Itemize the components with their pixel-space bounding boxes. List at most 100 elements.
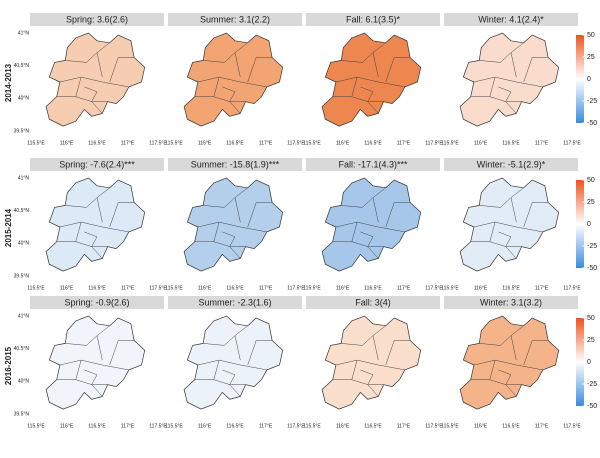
lon-label: 117°E (535, 423, 549, 429)
district-border (247, 340, 257, 366)
panel-title: Spring: 3.6(2.6) (66, 14, 128, 24)
district-border (523, 57, 533, 83)
lon-label: 117°E (535, 140, 549, 146)
panel-title: Winter: 3.1(3.2) (480, 297, 542, 307)
colorbar-tick-label: 0 (587, 359, 591, 366)
lon-label: 117.5°E (563, 285, 581, 291)
district-border (84, 86, 98, 102)
lon-label: 115.5°E (441, 140, 459, 146)
lat-label: 40.5°N (14, 208, 30, 214)
colorbar-tick-label: 0 (587, 221, 591, 228)
colorbar-tick-label: 50 (587, 177, 595, 184)
district-border (203, 42, 248, 63)
panel-title: Winter: 4.1(2.4)* (478, 14, 544, 24)
district-border (247, 202, 257, 228)
lon-label: 116.5°E (502, 140, 520, 146)
district-border (510, 197, 517, 223)
district-border (341, 42, 386, 63)
lon-label: 116.5°E (88, 140, 106, 146)
panel-title-bar (444, 13, 578, 26)
colorbar (576, 35, 584, 123)
colorbar-tick-label: 25 (587, 54, 595, 61)
lon-label: 116.5°E (88, 285, 106, 291)
lon-label: 117°E (259, 140, 273, 146)
region-map (459, 177, 560, 272)
colorbar-tick-label: 50 (587, 315, 595, 322)
district-border (341, 325, 386, 346)
district-border (197, 221, 267, 233)
lon-label: 117°E (397, 285, 411, 291)
colorbar-tick-label: -25 (587, 381, 597, 388)
lon-label: 117°E (121, 423, 135, 429)
lon-label: 116°E (60, 423, 74, 429)
lon-label: 115.5°E (165, 423, 183, 429)
panel-title: Spring: -0.9(2.6) (64, 297, 129, 307)
district-border (498, 86, 512, 102)
lon-label: 117.5°E (287, 423, 305, 429)
lon-label: 116.5°E (226, 285, 244, 291)
district-border (197, 76, 267, 88)
lon-label: 116°E (60, 140, 74, 146)
region-map (183, 32, 284, 127)
region-map (45, 315, 146, 410)
district-border (222, 369, 236, 385)
lat-label: 40°N (18, 241, 30, 247)
lon-label: 117.5°E (149, 140, 167, 146)
panel-title: Fall: -17.1(4.3)*** (338, 159, 408, 169)
district-border (498, 231, 512, 247)
panel-title: Summer: -2.3(1.6) (198, 297, 271, 307)
district-border (360, 231, 374, 247)
lat-label: 39.5°N (14, 273, 30, 279)
district-border (65, 42, 110, 63)
row-label: 2015-2014 (4, 208, 13, 247)
district-border (234, 52, 241, 78)
lon-label: 117°E (535, 285, 549, 291)
district-border (523, 340, 533, 366)
lon-label: 115.5°E (441, 285, 459, 291)
lon-label: 116°E (474, 140, 488, 146)
district-border (222, 86, 236, 102)
district-border (360, 369, 374, 385)
district-border (372, 197, 379, 223)
district-border (385, 57, 395, 83)
colorbar-tick-label: -50 (587, 120, 597, 127)
panel-title-bar (168, 13, 302, 26)
lat-label: 40.5°N (14, 346, 30, 352)
district-border (385, 340, 395, 366)
district-border (372, 52, 379, 78)
colorbar-tick-label: -25 (587, 98, 597, 105)
colorbar-tick-label: -50 (587, 403, 597, 410)
district-border (479, 42, 524, 63)
region-map (321, 177, 422, 272)
lon-label: 117°E (121, 140, 135, 146)
panel-title-bar (444, 296, 578, 309)
row-label: 2016-2015 (4, 346, 13, 385)
district-border (372, 335, 379, 361)
district-border (59, 221, 129, 233)
lon-label: 117.5°E (563, 140, 581, 146)
panel-title-bar (306, 13, 440, 26)
lon-label: 116.5°E (364, 285, 382, 291)
district-border (247, 57, 257, 83)
district-border (203, 325, 248, 346)
district-border (510, 52, 517, 78)
lat-label: 40°N (18, 379, 30, 385)
panel-title: Winter: -5.1(2.9)* (477, 159, 546, 169)
lat-label: 39.5°N (14, 128, 30, 134)
lon-label: 116.5°E (502, 285, 520, 291)
region-map (183, 177, 284, 272)
district-border (109, 57, 119, 83)
district-border (109, 202, 119, 228)
lon-label: 115.5°E (27, 423, 45, 429)
district-border (335, 76, 405, 88)
lon-label: 116°E (198, 140, 212, 146)
colorbar-tick-label: 25 (587, 337, 595, 344)
lon-label: 116°E (336, 140, 350, 146)
lat-label: 41°N (18, 175, 30, 181)
panel-title-bar (306, 158, 440, 171)
district-border (96, 335, 103, 361)
region-map (459, 315, 560, 410)
panel-title-bar (444, 158, 578, 171)
lon-label: 116°E (60, 285, 74, 291)
lon-label: 116.5°E (364, 140, 382, 146)
